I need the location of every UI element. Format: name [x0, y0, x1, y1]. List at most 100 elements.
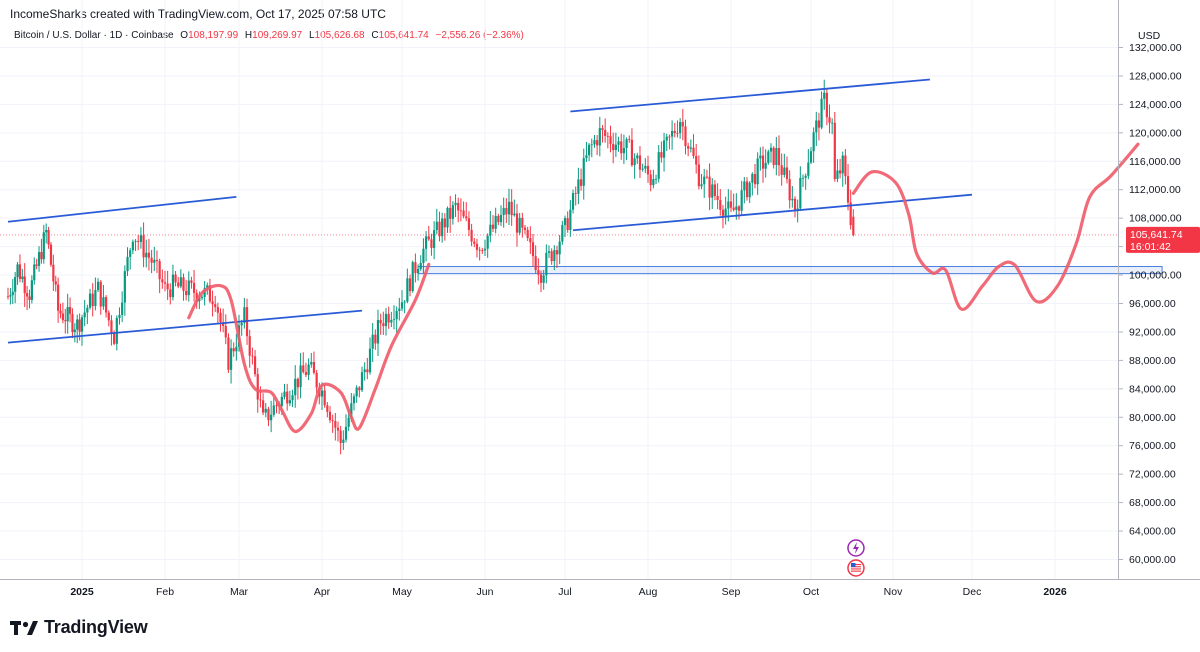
- candle-body: [68, 307, 72, 314]
- candle-body: [374, 334, 377, 344]
- candle-body: [641, 168, 644, 170]
- candle-body: [195, 292, 198, 302]
- candle-body: [200, 296, 204, 299]
- candle-body: [435, 221, 438, 231]
- candle-body: [192, 282, 196, 293]
- candle-body: [198, 298, 201, 302]
- y-tick-label: 124,000.00: [1129, 99, 1182, 111]
- event-us-flag-icon[interactable]: [847, 559, 865, 577]
- candle-body: [304, 371, 308, 375]
- candle-body: [587, 144, 591, 156]
- candle-body: [80, 317, 84, 332]
- candle-body: [395, 311, 398, 320]
- candle-body: [219, 312, 222, 323]
- candle-body: [355, 387, 358, 397]
- candle-body: [614, 144, 617, 151]
- candle-body: [764, 162, 767, 169]
- candle-body: [104, 297, 108, 313]
- candle-body: [161, 279, 164, 283]
- candle-body: [259, 399, 262, 401]
- flag-canton: [850, 563, 856, 567]
- support-zone: [417, 266, 1163, 275]
- candle-body: [419, 262, 422, 269]
- candle-body: [719, 200, 722, 210]
- trendline: [7, 195, 237, 223]
- candle-body: [598, 128, 601, 146]
- x-tick-label: 2025: [70, 586, 94, 598]
- candle-body: [270, 414, 273, 421]
- event-markers[interactable]: [847, 539, 865, 577]
- candle-body: [489, 224, 492, 236]
- y-tick-label: 108,000.00: [1129, 213, 1182, 225]
- close-value: 105,641.74: [378, 30, 429, 41]
- candle-body: [400, 302, 404, 309]
- grid-lines: [0, 0, 1118, 579]
- candle-body: [416, 268, 420, 274]
- candle-body: [604, 130, 607, 136]
- candle-body: [315, 372, 318, 388]
- candle-body: [312, 362, 316, 373]
- candle-body: [711, 184, 714, 198]
- x-tick-label: Nov: [884, 586, 903, 598]
- candle-body: [110, 320, 113, 334]
- y-tick-label: 92,000.00: [1129, 326, 1176, 338]
- candle-body: [286, 391, 289, 404]
- candle-body: [443, 218, 446, 228]
- candle-body: [208, 285, 212, 302]
- projection-layer: [187, 142, 1140, 434]
- candle-body: [513, 213, 516, 216]
- brand-name: TradingView: [44, 617, 148, 637]
- candle-body: [636, 155, 639, 159]
- candle-body: [211, 301, 214, 305]
- flag-icon-ring: [847, 559, 865, 577]
- x-tick-label: 2026: [1043, 586, 1067, 598]
- candle-body: [86, 307, 89, 313]
- candle-body: [102, 297, 105, 307]
- candle-body: [331, 420, 334, 422]
- candle-body: [422, 248, 425, 263]
- candle-body: [360, 372, 364, 391]
- candle-body: [49, 244, 53, 265]
- candle-body: [171, 274, 175, 298]
- candle-body: [793, 198, 797, 211]
- flag-stripe: [850, 564, 861, 566]
- event-flash-icon[interactable]: [847, 539, 865, 557]
- candle-body: [791, 198, 794, 201]
- price-tag-value: 105,641.74: [1130, 229, 1183, 241]
- trendline: [7, 309, 363, 344]
- candle-body: [836, 170, 839, 179]
- candle-body: [518, 217, 521, 233]
- symbol-name[interactable]: Bitcoin / U.S. Dollar · 1D · Coinbase: [14, 30, 174, 41]
- candle-body: [336, 427, 340, 431]
- tradingview-logo[interactable]: TradingView: [10, 617, 148, 638]
- y-tick-label: 120,000.00: [1129, 127, 1182, 139]
- candle-body: [251, 355, 254, 357]
- candle-body: [368, 348, 372, 373]
- candle-body: [724, 208, 727, 216]
- candle-body: [158, 261, 161, 280]
- candle-body: [820, 98, 823, 128]
- x-tick-label: May: [392, 586, 413, 598]
- candle-body: [403, 301, 406, 303]
- candle-body: [844, 155, 847, 177]
- candle-body: [809, 151, 813, 163]
- candle-body: [23, 276, 26, 294]
- candle-body: [358, 387, 361, 391]
- candle-body: [118, 314, 121, 318]
- candle-body: [825, 92, 828, 118]
- candle-body: [390, 319, 393, 323]
- flag-stripe: [850, 568, 861, 570]
- candle-body: [467, 218, 471, 230]
- candle-body: [700, 184, 703, 187]
- candle-body: [296, 378, 300, 388]
- x-tick-label: Aug: [639, 586, 658, 598]
- candle-body: [145, 252, 148, 258]
- candle-body: [240, 322, 243, 326]
- y-tick-label: 84,000.00: [1129, 383, 1176, 395]
- candle-body: [9, 295, 12, 297]
- candle-body: [780, 165, 783, 175]
- candle-body: [622, 148, 626, 154]
- candle-body: [593, 140, 596, 145]
